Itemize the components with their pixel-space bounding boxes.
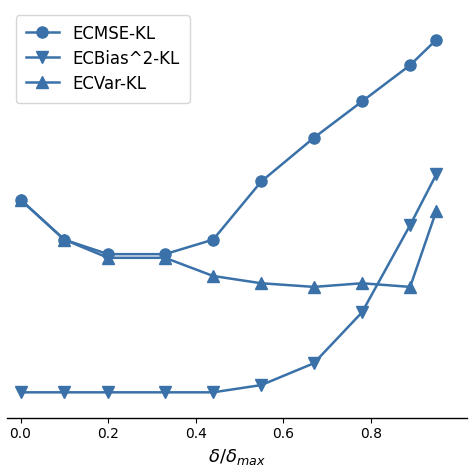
ECBias^2-KL [359, 310, 365, 315]
ECVar-KL [210, 273, 216, 279]
Line: ECBias^2-KL: ECBias^2-KL [15, 169, 442, 398]
ECMSE-KL [359, 99, 365, 104]
X-axis label: $\delta/\delta_{max}$: $\delta/\delta_{max}$ [209, 447, 266, 467]
ECBias^2-KL [434, 171, 439, 177]
ECMSE-KL [105, 251, 111, 257]
Line: ECMSE-KL: ECMSE-KL [15, 34, 442, 260]
ECMSE-KL [311, 135, 317, 141]
ECBias^2-KL [311, 360, 317, 366]
Line: ECVar-KL: ECVar-KL [15, 194, 442, 292]
ECMSE-KL [434, 37, 439, 43]
ECBias^2-KL [18, 390, 23, 395]
ECVar-KL [62, 237, 67, 243]
ECVar-KL [434, 208, 439, 213]
ECVar-KL [105, 255, 111, 261]
ECBias^2-KL [62, 390, 67, 395]
ECBias^2-KL [105, 390, 111, 395]
ECMSE-KL [407, 62, 413, 68]
ECVar-KL [18, 197, 23, 202]
ECMSE-KL [210, 237, 216, 243]
ECVar-KL [407, 284, 413, 290]
ECMSE-KL [18, 197, 23, 202]
ECBias^2-KL [407, 222, 413, 228]
ECMSE-KL [62, 237, 67, 243]
ECBias^2-KL [258, 382, 264, 388]
Legend: ECMSE-KL, ECBias^2-KL, ECVar-KL: ECMSE-KL, ECBias^2-KL, ECVar-KL [16, 15, 190, 103]
ECVar-KL [258, 281, 264, 286]
ECBias^2-KL [162, 390, 168, 395]
ECBias^2-KL [210, 390, 216, 395]
ECMSE-KL [258, 179, 264, 184]
ECVar-KL [311, 284, 317, 290]
ECVar-KL [162, 255, 168, 261]
ECVar-KL [359, 281, 365, 286]
ECMSE-KL [162, 251, 168, 257]
